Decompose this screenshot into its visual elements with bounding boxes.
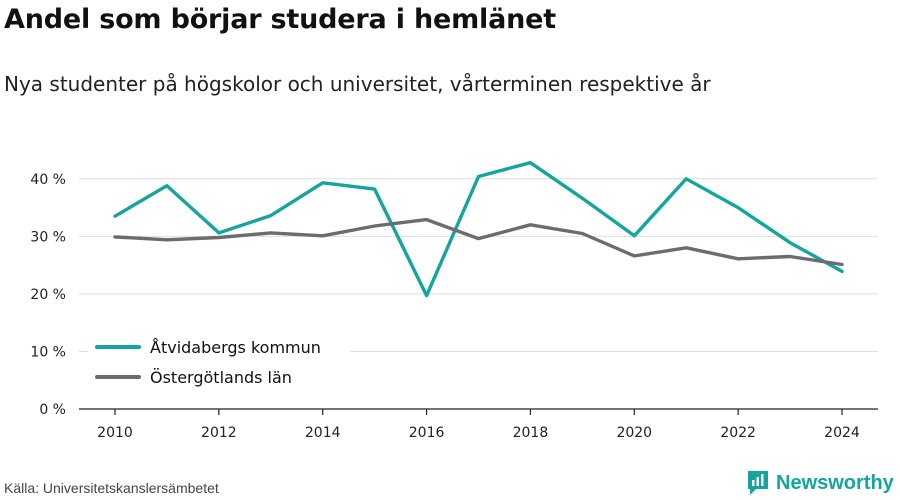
source-note: Källa: Universitetskanslersämbetet: [4, 480, 219, 496]
x-tick-label: 2012: [201, 425, 237, 441]
x-tick-label: 2018: [513, 425, 549, 441]
x-tick-label: 2020: [616, 425, 652, 441]
x-tick-label: 2014: [305, 425, 341, 441]
x-tick-label: 2022: [720, 425, 756, 441]
y-tick-label: 30 %: [30, 229, 66, 245]
y-tick-label: 40 %: [30, 172, 66, 188]
series-line-1: [113, 160, 844, 298]
line-chart: 0 % 10 % 20 % 30 % 40 % 2010 2012 2014 2016 2018 2…: [30, 160, 878, 441]
legend-label: Östergötlands län: [150, 368, 292, 387]
y-tick-label: 0 %: [39, 402, 66, 418]
x-tick-label: 2016: [409, 425, 445, 441]
x-tick-label: 2010: [97, 425, 133, 441]
y-tick-label: 20 %: [30, 287, 66, 303]
chart-subtitle: Nya studenter på högskolor och universit…: [4, 72, 711, 96]
chart-title: Andel som börjar studera i hemlänet: [4, 4, 556, 35]
y-tick-label: 10 %: [30, 344, 66, 360]
legend-label: Åtvidabergs kommun: [150, 338, 321, 357]
series-line-2: [113, 217, 844, 267]
brand-logo: Newsworthy: [746, 469, 894, 497]
x-tick-label: 2024: [824, 425, 860, 441]
bar-chart-logo-icon: [748, 471, 768, 495]
brand-name: Newsworthy: [776, 471, 894, 494]
